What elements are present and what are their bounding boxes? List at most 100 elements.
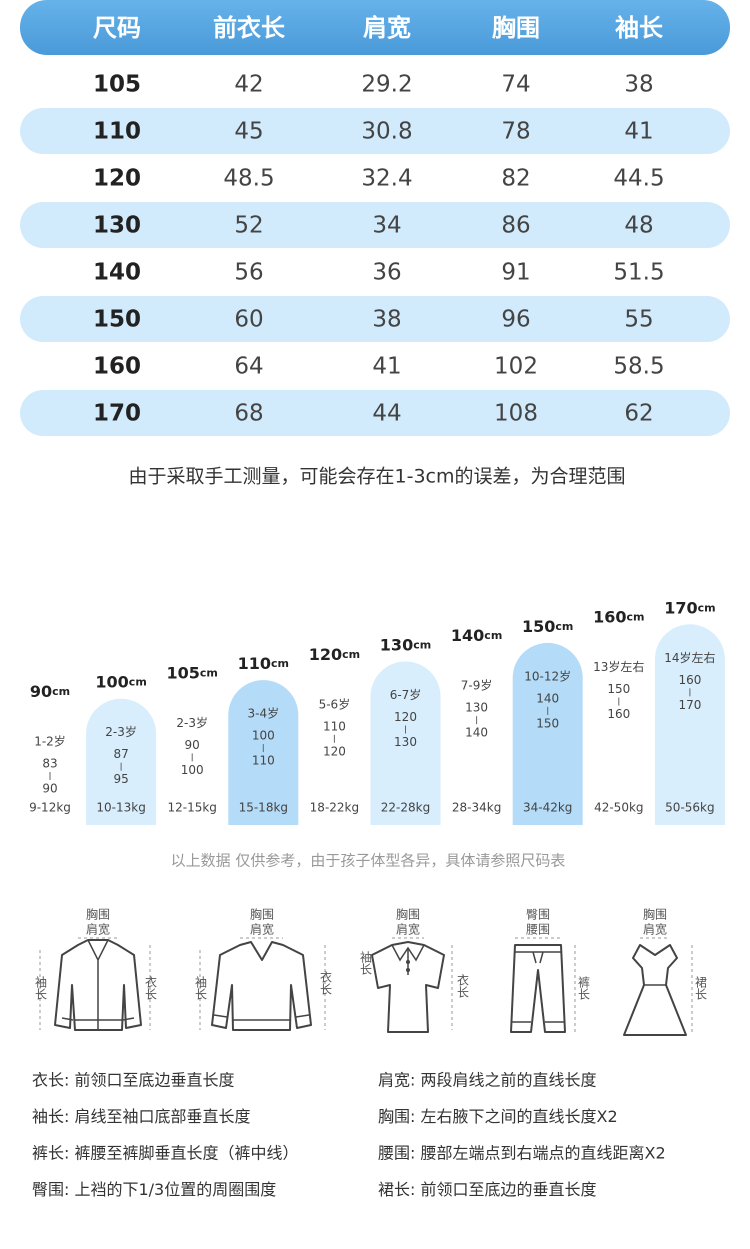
garment-top-label: 胸围: [396, 907, 420, 922]
table-cell: 60: [234, 307, 263, 333]
size-from: 87: [113, 747, 128, 761]
definition: 袖长: 肩线至袖口底部垂直长度: [32, 1107, 250, 1126]
table-cell: 64: [234, 354, 263, 380]
size-to: 150: [536, 716, 559, 730]
size-cell: 120: [93, 166, 141, 192]
height-label: 110cm: [238, 654, 289, 673]
height-label: 170cm: [664, 598, 715, 617]
height-label: 160cm: [593, 607, 644, 626]
height-label: 105cm: [167, 663, 218, 682]
height-label: 120cm: [309, 644, 360, 663]
table-cell: 41: [624, 119, 653, 145]
size-to: 130: [394, 735, 417, 749]
table-cell: 82: [501, 166, 530, 192]
size-to: 110: [252, 754, 275, 768]
height-pill: [228, 680, 299, 825]
height-note: 以上数据 仅供参考，由于孩子体型各异，具体请参照尺码表: [171, 852, 566, 870]
table-cell: 91: [501, 260, 530, 286]
height-unit: cm: [698, 601, 716, 614]
age-label: 3-4岁: [247, 706, 279, 721]
garment-top-label: 胸围: [643, 907, 667, 922]
height-unit: cm: [342, 648, 360, 661]
table-cell: 44: [372, 401, 401, 427]
weight-label: 50-56kg: [665, 801, 714, 815]
garment-right-label: 衣长: [456, 973, 470, 998]
weight-label: 18-22kg: [310, 801, 359, 815]
size-cell: 140: [93, 260, 141, 286]
height-value: 110: [238, 654, 271, 673]
height-pill: [654, 624, 725, 825]
size-from: 120: [394, 710, 417, 724]
table-cell: 102: [494, 354, 538, 380]
age-label: 6-7岁: [390, 687, 422, 702]
size-cell: 105: [93, 72, 141, 98]
table-cell: 36: [372, 260, 401, 286]
table-cell: 96: [501, 307, 530, 333]
size-from: 83: [42, 757, 57, 771]
age-label: 10-12岁: [524, 668, 571, 683]
height-label: 150cm: [522, 616, 573, 635]
height-value: 120: [309, 644, 342, 663]
weight-label: 34-42kg: [523, 801, 572, 815]
size-from: 90: [185, 738, 200, 752]
age-label: 2-3岁: [176, 715, 208, 730]
table-cell: 38: [624, 72, 653, 98]
age-label: 5-6岁: [319, 696, 351, 711]
table-row-bg: [20, 202, 730, 248]
table-cell: 48.5: [223, 166, 274, 192]
age-label: 13岁左右: [593, 659, 644, 674]
height-unit: cm: [627, 611, 645, 624]
table-row-bg: [20, 296, 730, 342]
garment-left-label: 袖长: [34, 975, 48, 1000]
size-to: 160: [607, 707, 630, 721]
garment-right-label: 衣长: [144, 975, 158, 1000]
size-to: 100: [181, 763, 204, 777]
height-value: 130: [380, 635, 413, 654]
height-unit: cm: [413, 639, 431, 652]
garment-top-label: 肩宽: [250, 922, 274, 937]
table-cell: 30.8: [361, 119, 412, 145]
height-value: 150: [522, 616, 555, 635]
size-from: 110: [323, 719, 346, 733]
age-label: 7-9岁: [461, 678, 493, 693]
table-row-bg: [20, 108, 730, 154]
garment-right-label: 裙长: [694, 976, 708, 1000]
size-cell: 170: [93, 401, 141, 427]
height-value: 140: [451, 626, 484, 645]
height-unit: cm: [484, 629, 502, 642]
garment-icons: [39, 937, 693, 1036]
size-from: 150: [607, 682, 630, 696]
definition: 胸围: 左右腋下之间的直线长度X2: [378, 1107, 618, 1126]
size-to: 95: [113, 772, 128, 786]
size-from: 130: [465, 701, 488, 715]
weight-label: 9-12kg: [29, 801, 71, 815]
garment-top-label: 肩宽: [643, 922, 667, 937]
height-label: 140cm: [451, 626, 502, 645]
size-from: 160: [678, 673, 701, 687]
height-label: 100cm: [95, 672, 146, 691]
height-unit: cm: [555, 620, 573, 633]
size-to: 120: [323, 744, 346, 758]
definition: 腰围: 腰部左端点到右端点的直线距离X2: [378, 1144, 666, 1163]
measurement-note: 由于采取手工测量，可能会存在1-3cm的误差，为合理范围: [129, 466, 626, 488]
height-unit: cm: [200, 666, 218, 679]
table-cell: 29.2: [361, 72, 412, 98]
table-header-bg: [20, 0, 730, 55]
age-label: 14岁左右: [664, 650, 715, 665]
size-to: 140: [465, 726, 488, 740]
weight-label: 42-50kg: [594, 801, 643, 815]
table-header-cell: 袖长: [615, 14, 664, 42]
garment-top-label: 肩宽: [396, 922, 420, 937]
table-row-bg: [20, 390, 730, 436]
weight-label: 28-34kg: [452, 801, 501, 815]
height-value: 170: [664, 598, 697, 617]
definition: 裙长: 前领口至底边的垂直长度: [378, 1180, 596, 1199]
table-cell: 58.5: [613, 354, 664, 380]
size-to: 90: [42, 782, 57, 796]
table-cell: 78: [501, 119, 530, 145]
garment-top-label: 胸围: [250, 907, 274, 922]
table-cell: 38: [372, 307, 401, 333]
definition: 衣长: 前领口至底边垂直长度: [32, 1071, 234, 1090]
table-cell: 41: [372, 354, 401, 380]
